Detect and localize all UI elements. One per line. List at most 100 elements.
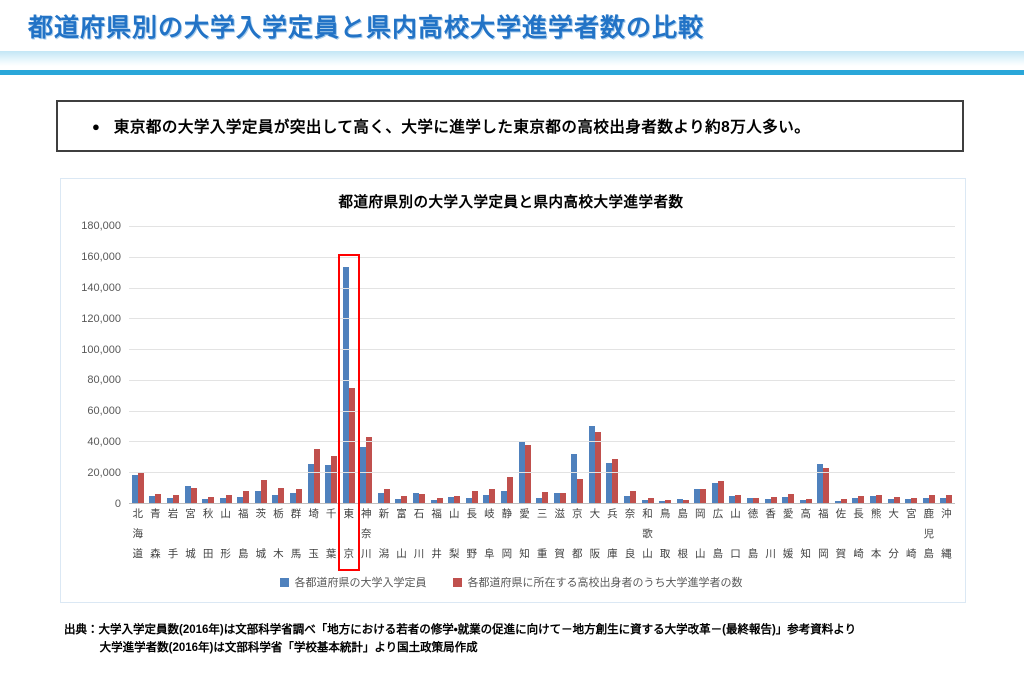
entrants-bar (243, 491, 250, 503)
x-axis-label: 三重 (536, 508, 548, 560)
bar-group (305, 226, 323, 503)
x-axis-label: 岡山 (695, 508, 706, 560)
capacity-bar (237, 496, 244, 503)
capacity-bar (940, 498, 947, 503)
y-tick-label: 180,000 (81, 220, 121, 232)
x-axis-label: 大阪 (589, 508, 601, 560)
bar-group (164, 226, 182, 503)
gridline (129, 441, 955, 443)
entrants-bar (295, 488, 302, 503)
entrants-bar (682, 499, 689, 503)
capacity-bar (325, 464, 332, 503)
capacity-bar (448, 496, 455, 503)
capacity-bar (799, 500, 806, 503)
bar-group (920, 226, 938, 503)
x-axis-label: 大分 (888, 508, 899, 560)
x-axis-label: 沖縄 (941, 508, 952, 560)
capacity-bar (782, 497, 789, 503)
entrants-bar (612, 458, 619, 503)
bar-group (621, 226, 639, 503)
entrants-bar (577, 479, 584, 503)
capacity-bar (500, 490, 507, 503)
entrants-bar (542, 492, 549, 503)
y-tick-label: 160,000 (81, 250, 121, 263)
entrants-bar (770, 496, 777, 503)
bar-group (516, 226, 534, 503)
bar-group (445, 226, 463, 503)
capacity-bar (676, 499, 683, 503)
entrants-bar (506, 476, 513, 503)
entrants-bar (665, 499, 672, 503)
x-axis-label: 広島 (712, 508, 724, 560)
bar-group (656, 226, 674, 503)
capacity-bar (905, 499, 912, 503)
page-title: 都道府県別の大学入学定員と県内高校大学進学者数の比較 (28, 14, 705, 42)
bar-group (287, 226, 305, 503)
y-tick-label: 120,000 (81, 312, 121, 325)
entrants-bar (313, 448, 320, 503)
bar-group (217, 226, 235, 503)
entrants-bar (454, 495, 461, 503)
x-axis-label: 京都 (571, 508, 583, 560)
x-axis-label: 神奈川 (361, 508, 372, 560)
x-axis-label: 山口 (730, 508, 741, 560)
entrants-bar (911, 498, 918, 503)
capacity-bar (219, 498, 226, 503)
chart-body: 0 20,000 40,000 60,000 80,000 100,000 120,000 1… (67, 220, 955, 571)
bar-group (498, 226, 516, 503)
gridline (129, 410, 955, 412)
x-axis-label: 和歌山 (642, 508, 653, 560)
capacity-bar (254, 491, 261, 503)
entrants-bar (876, 495, 883, 503)
bar-group (867, 226, 885, 503)
entrants-bar (190, 487, 197, 503)
y-tick-label: 140,000 (81, 281, 121, 294)
bar-group (129, 226, 147, 503)
capacity-bar (694, 489, 701, 503)
x-axis-label: 埼玉 (308, 508, 319, 560)
x-axis-label: 栃木 (273, 508, 284, 560)
x-axis-label: 長野 (466, 508, 478, 560)
bar-group (481, 226, 499, 503)
legend-item-capacity: 各都道府県の大学入学定員 (279, 574, 427, 590)
bar-group (270, 226, 288, 503)
bar-group (358, 226, 376, 503)
capacity-bar (870, 496, 877, 503)
entrants-bar (559, 492, 566, 503)
x-axis-label: 鳥取 (659, 508, 671, 560)
x-axis-label: 石川 (413, 508, 425, 560)
bar-group (709, 226, 727, 503)
plot-area (129, 226, 955, 571)
x-axis-label: 千葉 (325, 508, 337, 560)
bar-group (533, 226, 551, 503)
source-line-1: 出典：大学入学定員数(2016年)は文部科学省調べ「地方における若者の修学・就業… (64, 624, 857, 636)
entrants-bar (331, 456, 338, 503)
bar-group (551, 226, 569, 503)
entrants-bar (172, 495, 179, 503)
x-axis-label: 徳島 (747, 508, 759, 560)
legend-label-entrants: 各都道府県に所在する高校出身者のうち大学進学者の数 (467, 577, 743, 589)
x-axis-label: 宮崎 (905, 508, 917, 560)
x-axis-label: 宮城 (185, 508, 196, 560)
capacity-bar (342, 266, 349, 503)
tokyo-highlight-box (337, 254, 360, 571)
capacity-bar (571, 453, 578, 503)
x-axis-label: 秋田 (202, 508, 214, 560)
gridline (129, 379, 955, 381)
x-axis-label: 山形 (220, 508, 231, 560)
entrants-bar (524, 444, 531, 503)
entrants-bar (753, 498, 760, 503)
capacity-bar (641, 500, 648, 503)
chart-legend: 各都道府県の大学入学定員 各都道府県に所在する高校出身者のうち大学進学者の数 (67, 574, 955, 590)
page-header: 都道府県別の大学入学定員と県内高校大学進学者数の比較 (0, 0, 1024, 44)
y-tick-label: 40,000 (87, 436, 121, 449)
capacity-bar (483, 495, 490, 503)
bar-group (337, 226, 360, 571)
entrants-bar (788, 494, 795, 503)
capacity-bar (536, 498, 543, 503)
x-axis-label: 茨城 (255, 508, 267, 560)
x-axis-label: 岩手 (167, 508, 179, 560)
summary-callout-text: 東京都の大学入学定員が突出して高く、大学に進学した東京都の高校出身者数より約8万… (113, 119, 811, 136)
gridline (129, 472, 955, 474)
capacity-bar (817, 464, 824, 503)
